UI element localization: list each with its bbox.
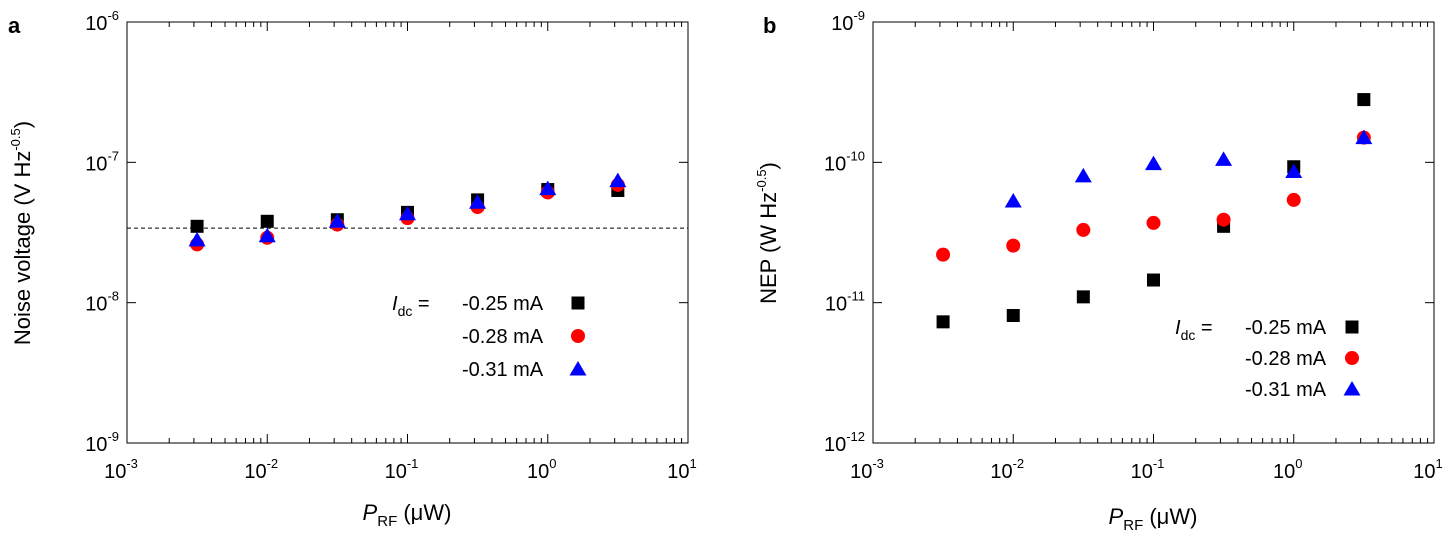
panel-b: b 10-3 10-2 10-1 100 101 10-12 10-11 10-10 10-9… [754, 8, 1443, 534]
data-point-triangle [258, 227, 276, 243]
legend-prefix: Idc = [392, 293, 430, 319]
panel-a: a 10-3 10-2 10-1 100 101 10-9 10-8 10-7 10-6 PR… [8, 8, 697, 530]
legend-label: -0.25 mA [462, 293, 544, 315]
data-point-triangle [1004, 193, 1022, 208]
data-point-triangle [539, 180, 557, 196]
data-point-square [260, 214, 274, 228]
data-point-triangle [469, 194, 487, 209]
y-tick-label: 10-9 [831, 8, 865, 35]
x-tick-labels-b: 10-3 10-2 10-1 100 101 [850, 456, 1443, 483]
data-point-triangle [1215, 151, 1233, 166]
data-point-circle [1076, 222, 1091, 237]
data-point-square [1076, 290, 1090, 304]
data-point-triangle [1145, 155, 1162, 171]
data-point-triangle [1074, 167, 1092, 183]
y-tick-label: 10-11 [825, 289, 865, 316]
legend-marker-circle [1345, 351, 1359, 365]
data-point-triangle [609, 172, 627, 188]
x-tick-labels-a: 10-3 10-2 10-1 100 101 [104, 456, 697, 483]
plot-frame-b [872, 21, 1435, 444]
data-point-square [1357, 93, 1371, 107]
data-point-triangle [1355, 129, 1373, 145]
data-point-circle [1286, 192, 1301, 207]
y-tick-label: 10-9 [85, 429, 119, 456]
markers-a [188, 172, 627, 252]
x-tick-label: 10-3 [850, 456, 884, 483]
x-tick-label: 10-1 [385, 456, 419, 483]
ticks-b [872, 21, 1435, 444]
x-tick-label: 100 [1273, 456, 1302, 483]
data-point-triangle [399, 205, 416, 221]
legend-label: -0.28 mA [1245, 348, 1327, 370]
x-axis-label-a: PRF (μW) [363, 500, 452, 530]
data-point-square [190, 219, 204, 233]
x-tick-label: 10-1 [1131, 456, 1165, 483]
legend-marker-circle [571, 329, 585, 343]
y-tick-labels-b: 10-12 10-11 10-10 10-9 [824, 8, 865, 456]
data-point-square [936, 315, 950, 329]
legend-label: -0.25 mA [1245, 317, 1327, 339]
y-tick-label: 10-12 [824, 429, 865, 456]
y-axis-label-a: Noise voltage (V Hz-0.5) [8, 121, 35, 345]
y-tick-labels-a: 10-9 10-8 10-7 10-6 [85, 8, 119, 456]
legend-prefix: Idc = [1175, 317, 1213, 343]
x-axis-label-b: PRF (μW) [1109, 504, 1198, 534]
legend-label: -0.31 mA [1245, 379, 1327, 401]
plot-frame-a [126, 21, 689, 444]
panel-letter-a: a [8, 13, 21, 38]
x-tick-label: 101 [667, 456, 696, 483]
y-axis-label-b: NEP (W Hz-0.5) [754, 162, 781, 304]
y-tick-label: 10-8 [85, 289, 119, 316]
legend-marker-triangle [569, 361, 587, 376]
x-tick-label: 10-2 [244, 456, 278, 483]
x-tick-label: 100 [527, 456, 556, 483]
data-point-triangle [1285, 163, 1303, 179]
data-point-circle [1006, 238, 1021, 253]
ticks-a [126, 21, 689, 444]
markers-b [936, 93, 1373, 329]
legend-marker-square [1345, 320, 1359, 334]
data-point-square [1147, 273, 1160, 287]
data-point-triangle [328, 213, 346, 228]
data-point-triangle [188, 231, 206, 247]
x-tick-label: 101 [1413, 456, 1442, 483]
data-point-circle [1216, 212, 1231, 227]
y-tick-label: 10-6 [85, 8, 119, 35]
legend-b: Idc = -0.25 mA -0.28 mA -0.31 mA [1175, 317, 1361, 401]
legend-label: -0.28 mA [462, 326, 544, 348]
data-point-circle [936, 247, 951, 262]
legend-marker-square [571, 296, 585, 310]
x-tick-label: 10-3 [104, 456, 138, 483]
legend-marker-triangle [1343, 381, 1361, 396]
data-point-square [1006, 309, 1020, 323]
y-tick-label: 10-7 [85, 148, 119, 175]
data-point-circle [1146, 215, 1161, 230]
panel-letter-b: b [763, 13, 776, 38]
x-tick-label: 10-2 [990, 456, 1024, 483]
legend-a: Idc = -0.25 mA -0.28 mA -0.31 mA [392, 293, 587, 381]
legend-label: -0.31 mA [462, 359, 544, 381]
y-tick-label: 10-10 [824, 148, 865, 175]
